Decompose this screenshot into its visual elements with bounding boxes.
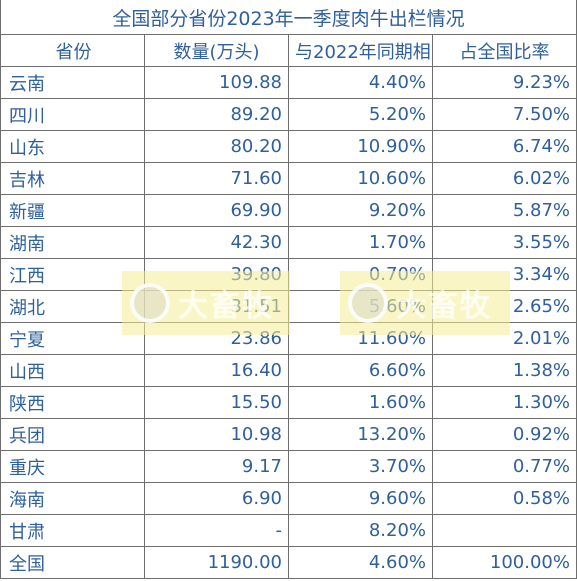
quantity-cell[interactable]: 1190.00 [144,546,289,579]
province-cell[interactable]: 山东 [0,130,145,163]
share-cell[interactable]: 0.58% [432,482,577,515]
province-cell[interactable]: 云南 [0,66,145,99]
share-cell[interactable]: 0.77% [432,450,577,483]
table-row: 新疆 69.90 9.20% 5.87% [0,194,577,227]
quantity-cell[interactable]: 69.90 [144,194,289,227]
share-cell[interactable]: 1.30% [432,386,577,419]
table-title[interactable]: 全国部分省份2023年一季度肉牛出栏情况 [0,0,577,35]
watermark-text: 大畜牧 [178,289,274,324]
header-row: 省份 数量(万头) 与2022年同期相比 占全国比率 [0,34,577,67]
table-row: 重庆 9.17 3.70% 0.77% [0,450,577,483]
yoy-cell[interactable]: 5.20% [288,98,433,131]
table-row: 吉林 71.60 10.60% 6.02% [0,162,577,195]
province-cell[interactable]: 湖北 [0,290,145,323]
quantity-cell[interactable]: 15.50 [144,386,289,419]
share-cell[interactable]: 9.23% [432,66,577,99]
logo-circle-icon [348,283,388,323]
watermark-text: 大畜牧 [396,289,492,324]
header-quantity[interactable]: 数量(万头) [144,34,289,67]
yoy-cell[interactable]: 6.60% [288,354,433,387]
province-cell[interactable]: 陕西 [0,386,145,419]
yoy-cell[interactable]: 4.40% [288,66,433,99]
yoy-cell[interactable]: 1.60% [288,386,433,419]
share-cell[interactable]: 1.38% [432,354,577,387]
province-cell[interactable]: 重庆 [0,450,145,483]
quantity-cell[interactable]: 71.60 [144,162,289,195]
table-row: 甘肃 -8.20% [0,514,577,547]
yoy-cell[interactable]: 1.70% [288,226,433,259]
table-row: 全国 1190.00 4.60% 100.00% [0,546,577,579]
share-cell[interactable]: 6.02% [432,162,577,195]
quantity-cell[interactable]: 89.20 [144,98,289,131]
yoy-cell[interactable]: 3.70% [288,450,433,483]
quantity-cell[interactable]: 109.88 [144,66,289,99]
table-row: 湖南 42.30 1.70% 3.55% [0,226,577,259]
quantity-cell[interactable]: 9.17 [144,450,289,483]
quantity-cell[interactable]: 42.30 [144,226,289,259]
table-row: 陕西 15.50 1.60% 1.30% [0,386,577,419]
yoy-cell[interactable]: 13.20% [288,418,433,451]
province-cell[interactable]: 宁夏 [0,322,145,355]
yoy-cell[interactable]: 9.20% [288,194,433,227]
province-cell[interactable]: 甘肃 [0,514,145,547]
province-cell[interactable]: 山西 [0,354,145,387]
share-cell[interactable] [432,514,577,547]
share-cell[interactable]: 6.74% [432,130,577,163]
logo-circle-icon [130,283,170,323]
province-cell[interactable]: 新疆 [0,194,145,227]
title-row: 全国部分省份2023年一季度肉牛出栏情况 [0,0,577,35]
table-row: 兵团 10.98 13.20% 0.92% [0,418,577,451]
yoy-cell[interactable]: 10.90% [288,130,433,163]
quantity-cell[interactable]: - [144,514,289,547]
province-cell[interactable]: 兵团 [0,418,145,451]
share-cell[interactable]: 100.00% [432,546,577,579]
province-cell[interactable]: 海南 [0,482,145,515]
share-cell[interactable]: 7.50% [432,98,577,131]
table-row: 云南 109.88 4.40% 9.23% [0,66,577,99]
header-yoy[interactable]: 与2022年同期相比 [288,34,433,67]
watermark: 大畜牧 [122,271,290,335]
yoy-cell[interactable]: 9.60% [288,482,433,515]
share-cell[interactable]: 5.87% [432,194,577,227]
quantity-cell[interactable]: 10.98 [144,418,289,451]
header-share[interactable]: 占全国比率 [432,34,577,67]
quantity-cell[interactable]: 6.90 [144,482,289,515]
header-province[interactable]: 省份 [0,34,145,67]
province-cell[interactable]: 吉林 [0,162,145,195]
table-row: 山西 16.40 6.60% 1.38% [0,354,577,387]
province-cell[interactable]: 湖南 [0,226,145,259]
quantity-cell[interactable]: 16.40 [144,354,289,387]
quantity-cell[interactable]: 80.20 [144,130,289,163]
yoy-cell[interactable]: 4.60% [288,546,433,579]
table-row: 四川 89.20 5.20% 7.50% [0,98,577,131]
yoy-cell[interactable]: 10.60% [288,162,433,195]
watermark: 大畜牧 [340,271,510,335]
yoy-cell[interactable]: 8.20% [288,514,433,547]
province-cell[interactable]: 全国 [0,546,145,579]
table-row: 海南 6.90 9.60% 0.58% [0,482,577,515]
table-row: 山东 80.20 10.90% 6.74% [0,130,577,163]
share-cell[interactable]: 3.55% [432,226,577,259]
share-cell[interactable]: 0.92% [432,418,577,451]
province-cell[interactable]: 四川 [0,98,145,131]
